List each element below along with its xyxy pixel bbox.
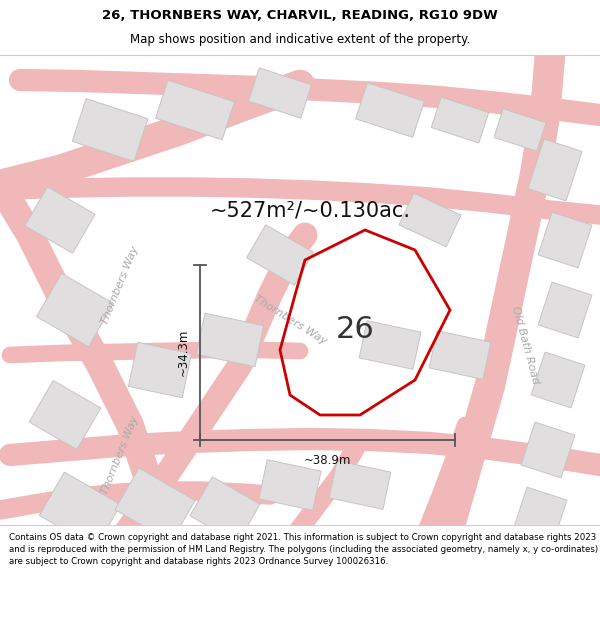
Bar [329, 461, 391, 509]
Bar [259, 460, 321, 510]
Text: Map shows position and indicative extent of the property.: Map shows position and indicative extent… [130, 33, 470, 46]
Bar [399, 193, 461, 247]
Bar [359, 321, 421, 369]
Bar [356, 82, 424, 138]
Bar [190, 477, 260, 543]
Bar [494, 109, 546, 151]
Bar [513, 487, 567, 543]
Bar [128, 342, 191, 398]
Bar [25, 187, 95, 253]
Bar [37, 273, 113, 347]
Bar [429, 331, 491, 379]
Bar [528, 139, 582, 201]
Bar [431, 97, 489, 143]
Text: ~34.3m: ~34.3m [177, 329, 190, 376]
Text: 26: 26 [335, 316, 374, 344]
Bar [538, 212, 592, 268]
Bar [72, 99, 148, 161]
Text: 26, THORNBERS WAY, CHARVIL, READING, RG10 9DW: 26, THORNBERS WAY, CHARVIL, READING, RG1… [102, 9, 498, 22]
Bar [248, 68, 311, 118]
Bar [531, 352, 585, 408]
Bar [29, 381, 101, 449]
Text: Thornbers Way: Thornbers Way [100, 414, 140, 496]
Bar [538, 282, 592, 338]
Bar [40, 472, 121, 548]
Bar [155, 80, 235, 140]
Text: ~38.9m: ~38.9m [304, 454, 351, 467]
Text: Thornbers Way: Thornbers Way [252, 294, 328, 346]
Text: ~527m²/~0.130ac.: ~527m²/~0.130ac. [209, 200, 410, 220]
Bar [521, 422, 575, 478]
Bar [247, 225, 313, 285]
Text: Contains OS data © Crown copyright and database right 2021. This information is : Contains OS data © Crown copyright and d… [9, 533, 598, 566]
Bar [115, 468, 195, 542]
Bar [196, 313, 264, 367]
Text: Thornbers Way: Thornbers Way [100, 244, 140, 326]
Text: Old Bath Road: Old Bath Road [510, 305, 540, 385]
